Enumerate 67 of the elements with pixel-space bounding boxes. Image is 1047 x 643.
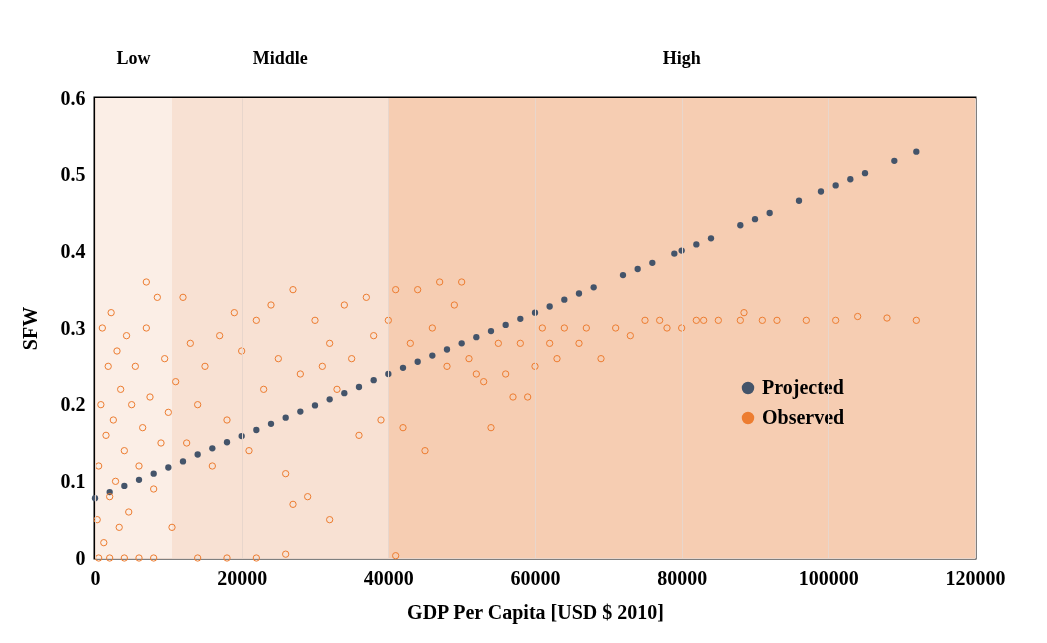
point (590, 284, 597, 291)
x-tick-label: 100000 (798, 566, 859, 589)
point (253, 426, 260, 434)
point (473, 334, 480, 341)
point (223, 439, 231, 446)
y-tick-label: 0.2 (60, 393, 86, 416)
point (355, 383, 363, 391)
point (399, 364, 407, 372)
x-tick-label: 0 (90, 566, 101, 589)
y-tick-label: 0.3 (60, 316, 86, 339)
point (443, 346, 451, 353)
point (121, 482, 128, 490)
point (282, 414, 289, 421)
point (619, 271, 627, 279)
band-label: High (662, 48, 701, 68)
y-tick-label: 0.6 (60, 86, 86, 109)
x-tick-label: 120000 (945, 566, 1006, 589)
point (671, 250, 678, 257)
point (751, 215, 759, 223)
y-tick-label: 0.4 (60, 239, 86, 262)
band-label: Low (116, 48, 151, 68)
point (297, 408, 304, 415)
point (429, 352, 436, 359)
point (502, 321, 509, 329)
point (546, 303, 553, 310)
point (179, 458, 187, 465)
band-label: Middle (252, 48, 308, 68)
point (634, 265, 641, 273)
point (135, 476, 143, 483)
point (575, 290, 583, 297)
point (766, 209, 773, 217)
x-axis-title: GDP Per Capita [USD $ 2010] (407, 600, 664, 624)
y-tick-label: 0.1 (60, 469, 86, 492)
y-axis-title: SFW (18, 306, 41, 351)
point (165, 464, 172, 471)
point (487, 327, 495, 335)
point (795, 197, 803, 204)
point (737, 222, 744, 229)
point (832, 182, 839, 189)
point (209, 445, 216, 452)
point (341, 390, 348, 397)
x-tick-label: 20000 (217, 566, 268, 589)
point (267, 420, 275, 427)
point (150, 470, 157, 477)
x-tick-label: 60000 (510, 566, 561, 589)
point (458, 340, 465, 347)
legend-label: Projected (762, 376, 844, 399)
point (414, 358, 421, 365)
point (707, 235, 715, 242)
point (561, 296, 568, 303)
point (861, 169, 869, 177)
point (693, 241, 700, 248)
point (517, 315, 524, 322)
point (370, 376, 377, 384)
point (311, 402, 319, 409)
point (847, 176, 854, 183)
point (891, 157, 898, 165)
point (817, 188, 825, 195)
y-tick-label: 0.5 (60, 163, 86, 186)
legend-label: Observed (762, 406, 845, 428)
point (913, 148, 920, 155)
point (194, 451, 201, 458)
y-tick-label: 0 (75, 546, 86, 569)
point (649, 259, 656, 266)
point (326, 396, 333, 403)
x-tick-label: 40000 (363, 566, 414, 589)
x-tick-label: 80000 (657, 566, 708, 589)
